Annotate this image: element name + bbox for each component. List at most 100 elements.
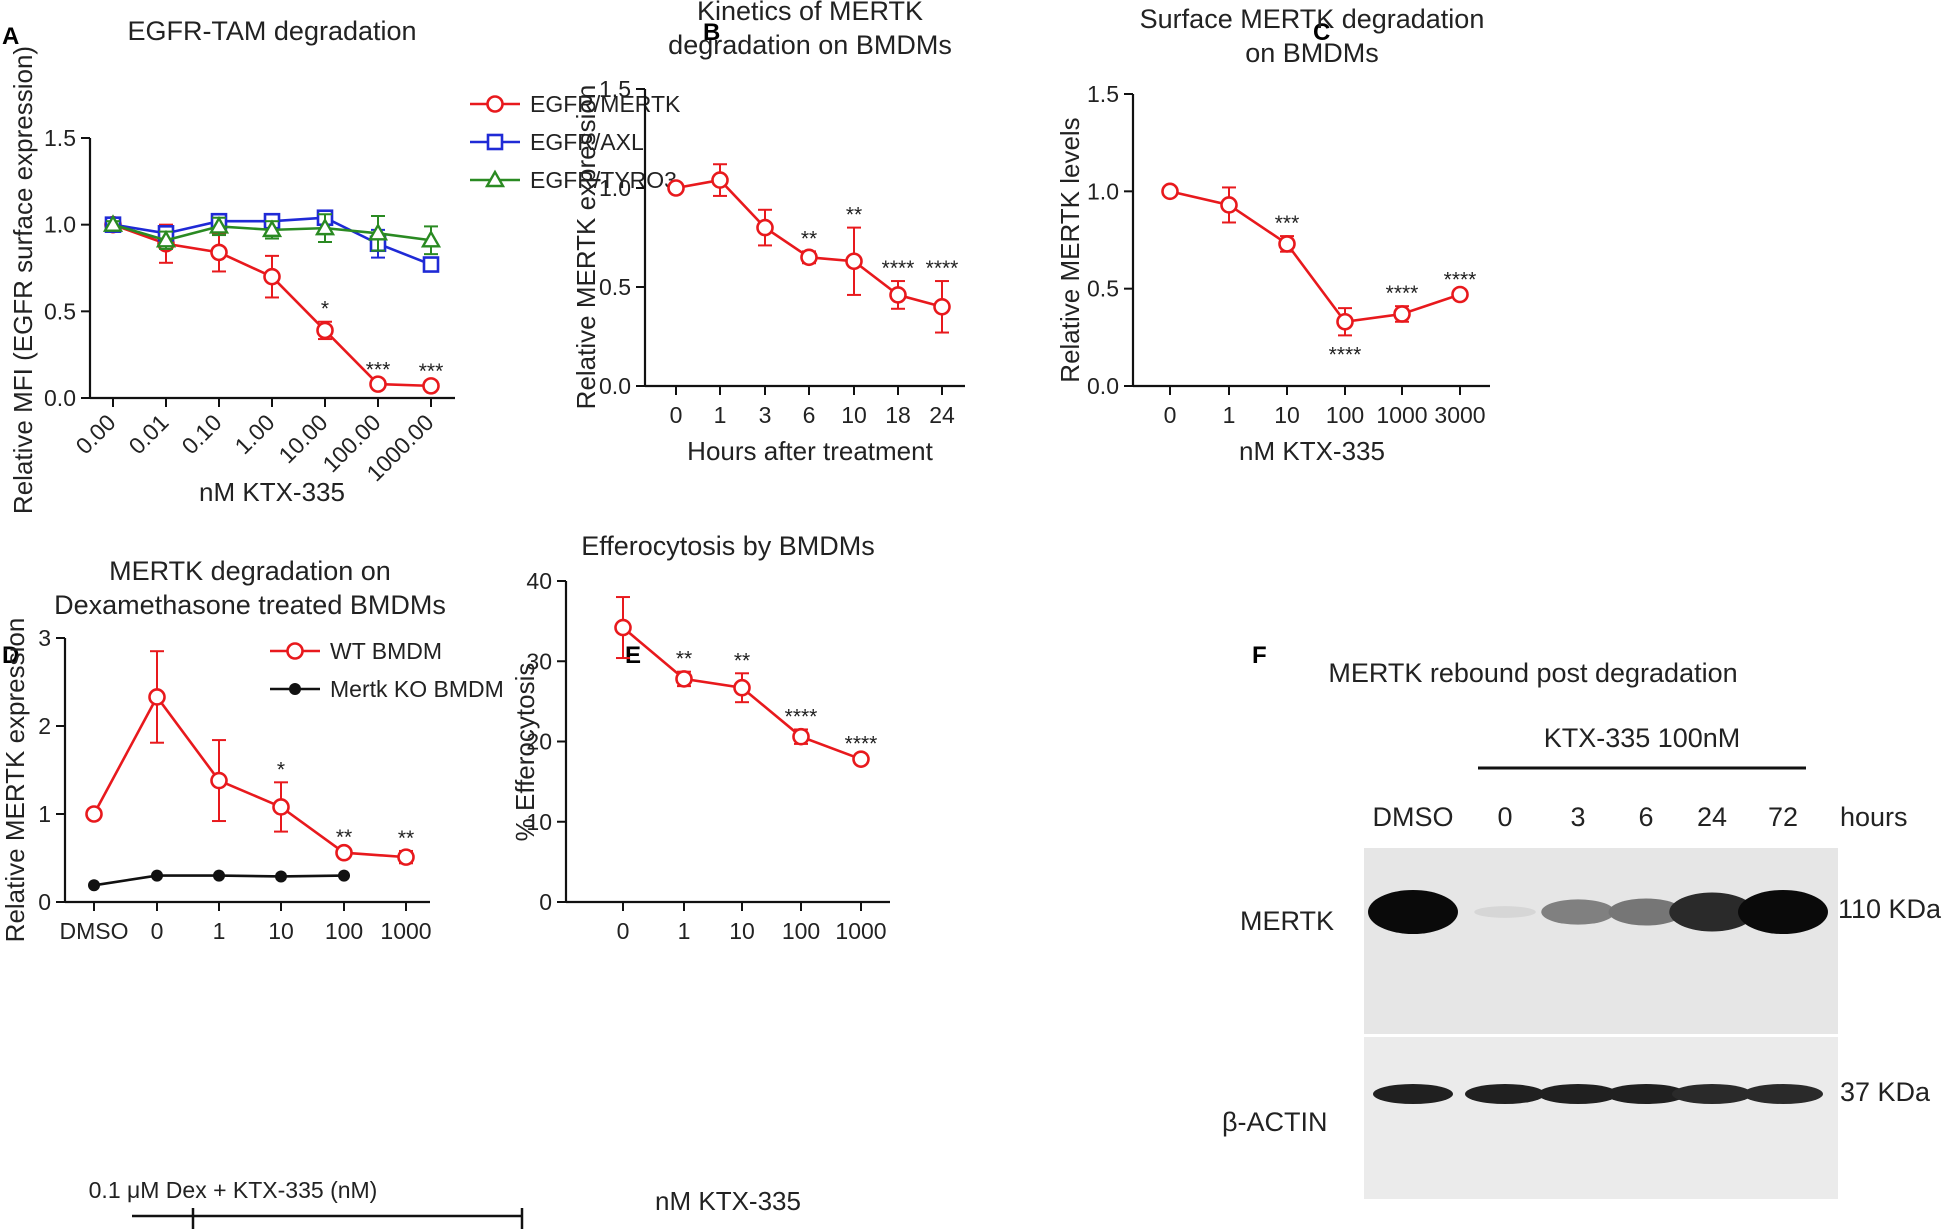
chart-title: degradation on BMDMs <box>668 30 952 60</box>
data-point <box>261 219 283 238</box>
row-label-mertk: MERTK <box>1240 906 1334 936</box>
chart-title: on BMDMs <box>1245 38 1379 68</box>
data-point <box>335 843 353 862</box>
blot-band <box>1373 1084 1453 1104</box>
y-tick-label: 0.0 <box>1087 373 1119 399</box>
blot-band <box>1738 890 1828 934</box>
chart-title: Dexamethasone treated BMDMs <box>54 590 446 620</box>
data-point <box>367 222 389 241</box>
y-axis-label: Relative MFI (EGFR surface expression) <box>8 46 38 514</box>
data-point <box>397 848 415 866</box>
x-tick-label: 100 <box>782 918 820 944</box>
data-point <box>711 171 729 189</box>
x-tick-label: 0.00 <box>70 409 120 459</box>
lane-label: 72 <box>1768 802 1798 832</box>
y-tick-label: 40 <box>526 568 552 594</box>
blot-membrane-top <box>1364 848 1838 1034</box>
significance-label: ** <box>846 204 862 227</box>
data-point <box>102 214 124 232</box>
y-tick-label: 20 <box>526 729 552 755</box>
chart-title: MERTK degradation on <box>109 556 391 586</box>
x-tick-label: 1 <box>678 918 691 944</box>
data-point <box>1336 312 1354 331</box>
data-point <box>1278 235 1296 253</box>
panel-label-a: A <box>2 23 19 50</box>
y-tick-label: 0.5 <box>44 298 76 324</box>
panel-label-b: B <box>703 19 720 46</box>
x-tick-label: 3 <box>759 402 772 428</box>
blot-band <box>1465 1084 1545 1104</box>
x-tick-label: 6 <box>803 402 816 428</box>
blot-band <box>1538 1084 1618 1104</box>
x-axis-label: nM KTX-335 <box>655 1186 801 1216</box>
chart-title: Surface MERTK degradation <box>1140 4 1485 34</box>
y-axis-label: % Efferocytosis <box>510 663 540 842</box>
x-tick-label: 1 <box>1223 402 1236 428</box>
data-point <box>210 771 228 790</box>
x-tick-label: 0 <box>151 918 164 944</box>
x-tick-label: 1000 <box>1376 402 1427 428</box>
y-tick-label: 0 <box>539 889 552 915</box>
x-tick-label: 0.10 <box>176 409 226 459</box>
chart-e: Efferocytosis by BMDMs 0 10 20 30 40 0 1 10 100 10… <box>510 531 890 1216</box>
y-tick-label: 2 <box>38 713 51 739</box>
western-blot: MERTK rebound post degradation KTX-335 1… <box>1222 658 1942 1199</box>
data-point <box>484 169 506 188</box>
x-tick-label: 0 <box>1164 402 1177 428</box>
chart-d: MERTK degradation on Dexamethasone treate… <box>0 556 524 1229</box>
data-point <box>800 248 818 267</box>
significance-label: ** <box>734 649 750 672</box>
x-axis-label: nM KTX-335 <box>199 477 345 507</box>
size-marker-110: 110 KDa <box>1838 894 1942 924</box>
significance-label: **** <box>1444 269 1477 292</box>
data-point <box>486 95 504 113</box>
y-axis-label: Relative MERTK expression <box>571 85 601 410</box>
significance-label: **** <box>926 257 959 280</box>
x-tick-label: 24 <box>929 402 955 428</box>
data-point <box>286 642 304 660</box>
significance-label: ** <box>336 826 352 849</box>
x-tick-label: 10 <box>729 918 755 944</box>
data-point <box>289 683 301 695</box>
data-point <box>1161 182 1179 201</box>
data-point <box>852 750 870 768</box>
data-point <box>338 869 350 882</box>
blot-band <box>1368 890 1458 934</box>
data-point <box>314 217 336 236</box>
data-point <box>369 375 387 393</box>
x-tick-label: 1000 <box>835 918 886 944</box>
x-tick-label: 0.01 <box>123 409 173 459</box>
data-point <box>213 869 225 882</box>
data-point <box>792 727 810 746</box>
significance-label: ** <box>398 827 414 850</box>
x-tick-label: 1.00 <box>229 409 279 459</box>
data-point <box>889 286 907 304</box>
y-tick-label: 0.5 <box>1087 276 1119 302</box>
blot-band <box>1743 1084 1823 1104</box>
y-tick-label: 1 <box>38 801 51 827</box>
x-axis-label: Hours after treatment <box>687 436 933 466</box>
blot-band <box>1474 906 1536 918</box>
y-tick-label: 1.5 <box>44 125 76 151</box>
significance-label: *** <box>1275 212 1300 235</box>
data-point <box>316 321 334 340</box>
x-axis-label: 0.1 μM Dex + KTX-335 (nM) <box>89 1177 378 1203</box>
lane-unit: hours <box>1840 802 1908 832</box>
lane-label: 24 <box>1697 802 1727 832</box>
significance-label: *** <box>419 360 444 383</box>
data-point <box>148 688 166 706</box>
y-tick-label: 10 <box>526 809 552 835</box>
data-point <box>1393 305 1411 323</box>
legend-label: EGFR/MERTK <box>530 91 681 117</box>
y-tick-label: 0 <box>38 889 51 915</box>
lane-label: 3 <box>1570 802 1585 832</box>
y-tick-label: 0.0 <box>44 385 76 411</box>
data-point <box>675 670 693 688</box>
x-tick-label: 1 <box>714 402 727 428</box>
data-point <box>733 678 751 697</box>
blot-membrane-bottom <box>1364 1037 1838 1199</box>
x-tick-label: 100 <box>325 918 363 944</box>
data-point <box>422 256 440 273</box>
significance-label: **** <box>1386 282 1419 305</box>
